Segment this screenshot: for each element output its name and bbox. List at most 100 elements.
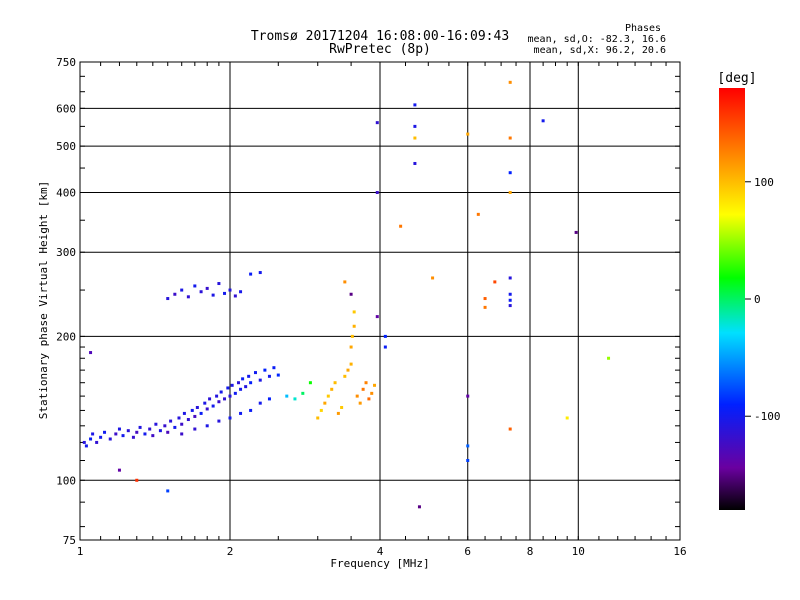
data-point [541, 119, 545, 123]
data-point [349, 292, 353, 296]
data-point [508, 190, 512, 194]
data-point [508, 292, 512, 296]
data-point [258, 271, 262, 275]
data-point [323, 401, 327, 405]
data-point [169, 419, 173, 423]
data-point [413, 124, 417, 128]
data-point [121, 434, 125, 438]
chart-subtitle: RwPretec (8p) [329, 42, 431, 57]
data-point [276, 373, 280, 377]
data-point [239, 387, 243, 391]
data-point [103, 430, 107, 434]
data-point [383, 345, 387, 349]
data-point [226, 386, 230, 390]
data-point [607, 356, 611, 360]
data-point [91, 432, 95, 436]
data-point [508, 427, 512, 431]
data-point [565, 416, 569, 420]
data-point [199, 411, 203, 415]
data-point [508, 171, 512, 175]
data-point [466, 394, 470, 398]
data-point [355, 394, 359, 398]
data-point [138, 425, 142, 429]
data-point [308, 381, 312, 385]
data-point [508, 304, 512, 308]
data-point [375, 121, 379, 125]
data-point [358, 401, 362, 405]
data-point [241, 377, 245, 381]
data-point [293, 397, 297, 401]
data-point [466, 132, 470, 136]
data-point [211, 404, 215, 408]
data-points [82, 80, 611, 509]
y-tick-label: 600 [56, 102, 76, 115]
data-point [186, 295, 190, 299]
data-point [330, 387, 334, 391]
data-point [166, 489, 170, 493]
data-point [99, 435, 103, 439]
x-tick-label: 4 [377, 545, 384, 558]
data-point [217, 282, 221, 286]
data-point [180, 288, 184, 292]
data-point [343, 280, 347, 284]
data-point [205, 424, 209, 428]
data-point [258, 378, 262, 382]
data-point [84, 444, 88, 448]
data-point [82, 440, 86, 444]
data-point [208, 397, 212, 401]
y-tick-label: 400 [56, 186, 76, 199]
data-point [223, 397, 227, 401]
data-point [180, 422, 184, 426]
data-point [135, 430, 139, 434]
data-point [131, 435, 135, 439]
x-tick-label: 8 [527, 545, 534, 558]
data-point [233, 294, 237, 298]
data-point [117, 427, 121, 431]
data-point [166, 297, 170, 301]
data-point [375, 315, 379, 319]
colorbar-label: [deg] [717, 71, 756, 86]
data-point [333, 381, 337, 385]
data-point [319, 408, 323, 412]
data-point [373, 383, 377, 387]
plot-frame [79, 61, 681, 541]
x-tick-label: 16 [673, 545, 686, 558]
data-point [228, 416, 232, 420]
data-point [193, 284, 197, 288]
colorbar-tick-label: 0 [754, 293, 761, 306]
data-point [135, 478, 139, 482]
data-point [249, 408, 253, 412]
colorbar-tick-label: -100 [754, 410, 781, 423]
data-point [375, 190, 379, 194]
data-point [173, 425, 177, 429]
y-tick-label: 100 [56, 474, 76, 487]
data-point [228, 288, 232, 292]
data-point [219, 390, 223, 394]
data-point [352, 310, 356, 314]
colorbar-ticks: 100 0 -100 [745, 176, 781, 423]
plot-grid [80, 62, 680, 540]
data-point [211, 293, 215, 297]
data-point [336, 411, 340, 415]
data-point [186, 418, 190, 422]
x-tick-label: 1 [77, 545, 84, 558]
data-point [151, 434, 155, 438]
data-point [215, 394, 219, 398]
data-point [180, 432, 184, 436]
data-point [361, 387, 365, 391]
data-point [258, 401, 262, 405]
y-tick-label: 500 [56, 140, 76, 153]
data-point [370, 391, 374, 395]
data-point [95, 440, 99, 444]
data-point [143, 432, 147, 436]
data-point [166, 430, 170, 434]
data-point [233, 391, 237, 395]
data-point [272, 366, 276, 370]
data-point [195, 405, 199, 409]
data-point [574, 230, 578, 234]
data-point [350, 334, 354, 338]
data-point [343, 374, 347, 378]
data-point [364, 381, 368, 385]
data-point [263, 368, 267, 372]
